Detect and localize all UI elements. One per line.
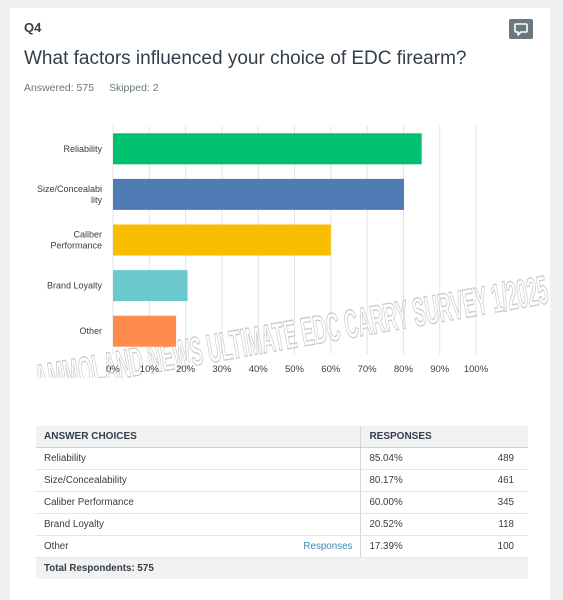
- percent-cell: 17.39%: [360, 535, 456, 558]
- bar: [113, 133, 422, 165]
- choice-cell: Brand Loyalty: [36, 513, 237, 536]
- category-label: Other: [79, 326, 102, 336]
- x-tick-label: 10%: [140, 364, 160, 375]
- count-cell: 118: [455, 513, 528, 536]
- table-row: Reliability 85.04% 489: [36, 447, 528, 470]
- category-label: Brand Loyalty: [47, 281, 103, 291]
- responses-link: [236, 469, 361, 492]
- table-row: Size/Concealability 80.17% 461: [36, 469, 528, 492]
- category-label-line: Caliber: [73, 230, 102, 240]
- responses-link: [236, 491, 361, 514]
- header-answer-choices: ANSWER CHOICES: [36, 426, 361, 448]
- category-label: Caliber Performance: [50, 230, 102, 251]
- watermark: AMMOLAND NEWS ULTIMATE EDC CARRY SURVEY …: [32, 268, 550, 378]
- count-cell: 345: [455, 491, 528, 514]
- category-label-line: Performance: [50, 241, 102, 251]
- percent-cell: 80.17%: [360, 469, 456, 492]
- results-table: ANSWER CHOICES RESPONSES Reliability 85.0…: [36, 426, 528, 579]
- answered-count: Answered: 575: [24, 82, 95, 94]
- response-stats: Answered: 575 Skipped: 2: [24, 82, 171, 94]
- x-tick-label: 100%: [464, 364, 489, 375]
- bar: [113, 270, 188, 302]
- question-card: Q4 What factors influenced your choice o…: [10, 8, 550, 600]
- header-responses: RESPONSES: [360, 426, 528, 448]
- comment-button[interactable]: [509, 19, 533, 39]
- x-tick-label: 60%: [321, 364, 341, 375]
- x-tick-label: 70%: [358, 364, 378, 375]
- category-label: Reliability: [63, 144, 102, 154]
- total-respondents: Total Respondents: 575: [36, 557, 528, 579]
- choice-cell: Size/Concealability: [36, 469, 237, 492]
- table-row: Other Responses 17.39% 100: [36, 535, 528, 558]
- skipped-count: Skipped: 2: [108, 82, 159, 94]
- count-cell: 461: [455, 469, 528, 492]
- x-tick-label: 50%: [285, 364, 305, 375]
- table-row: Brand Loyalty 20.52% 118: [36, 513, 528, 536]
- x-tick-label: 0%: [106, 364, 120, 375]
- comment-bubble-icon: [514, 23, 528, 36]
- category-label: Size/Concealabi lity: [37, 184, 103, 205]
- x-tick-label: 90%: [430, 364, 450, 375]
- category-label-line: Reliability: [63, 144, 102, 154]
- responses-link[interactable]: Responses: [236, 535, 361, 558]
- question-number: Q4: [24, 20, 42, 35]
- percent-cell: 20.52%: [360, 513, 456, 536]
- bar: [113, 224, 331, 256]
- category-label-line: Size/Concealabi: [37, 184, 102, 194]
- x-tick-label: 20%: [176, 364, 196, 375]
- category-label-line: lity: [91, 195, 102, 205]
- percent-cell: 60.00%: [360, 491, 456, 514]
- question-title: What factors influenced your choice of E…: [24, 48, 467, 69]
- responses-link: [236, 513, 361, 536]
- bar: [113, 178, 405, 210]
- table-row: Caliber Performance 60.00% 345: [36, 491, 528, 514]
- bar-chart: AMMOLAND NEWS ULTIMATE EDC CARRY SURVEY …: [31, 126, 550, 378]
- percent-cell: 85.04%: [360, 447, 456, 470]
- count-cell: 489: [455, 447, 528, 470]
- x-tick-label: 40%: [249, 364, 269, 375]
- x-tick-label: 80%: [394, 364, 414, 375]
- choice-cell: Reliability: [36, 447, 237, 470]
- bar: [113, 315, 177, 347]
- category-label-line: Brand Loyalty: [47, 281, 103, 291]
- category-label-line: Other: [79, 326, 102, 336]
- count-cell: 100: [455, 535, 528, 558]
- responses-link: [236, 447, 361, 470]
- total-row: Total Respondents: 575: [36, 557, 528, 579]
- choice-cell: Caliber Performance: [36, 491, 237, 514]
- x-tick-label: 30%: [212, 364, 232, 375]
- choice-cell: Other: [36, 535, 237, 558]
- table-header-row: ANSWER CHOICES RESPONSES: [36, 426, 528, 448]
